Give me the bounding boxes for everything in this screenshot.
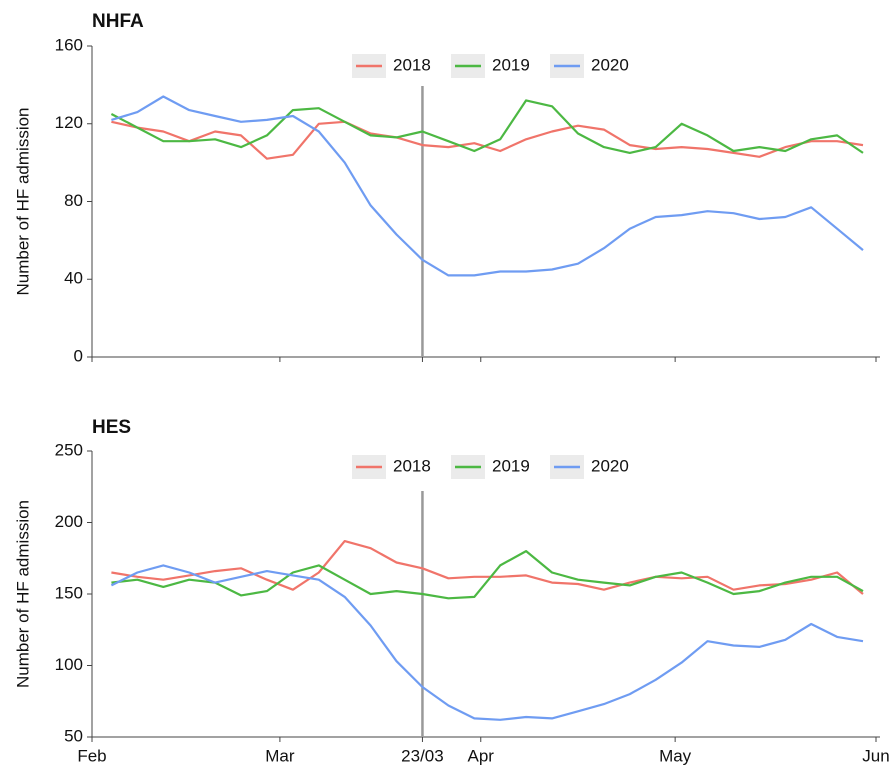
- y-tick-label: 150: [55, 583, 83, 602]
- x-tick-label: Mar: [265, 746, 295, 765]
- panel-title: NHFA: [92, 11, 144, 32]
- line: [110, 99, 864, 154]
- x-tick-label: May: [659, 746, 692, 765]
- x-tick-label: Feb: [77, 746, 106, 765]
- line: [111, 120, 864, 160]
- x-tick-label: Apr: [468, 746, 495, 765]
- y-tick-label: 40: [64, 269, 83, 288]
- y-tick-label: 250: [55, 440, 83, 459]
- y-tick-label: 160: [55, 35, 83, 54]
- line: [111, 540, 864, 595]
- y-tick-label: 200: [55, 512, 83, 531]
- legend-label: 2020: [591, 55, 629, 74]
- x-tick-label: Jun: [862, 746, 889, 765]
- y-axis-label: Number of HF admission: [13, 107, 32, 295]
- line: [111, 550, 864, 600]
- legend-label: 2020: [591, 456, 629, 475]
- y-tick-label: 50: [64, 726, 83, 745]
- legend-label: 2019: [492, 456, 530, 475]
- line: [111, 95, 864, 277]
- y-tick-label: 80: [64, 191, 83, 210]
- x-tick-label: 23/03: [401, 746, 444, 765]
- y-tick-label: 100: [55, 655, 83, 674]
- legend-label: 2018: [393, 55, 431, 74]
- y-tick-label: 120: [55, 113, 83, 132]
- panel-title: HES: [92, 417, 131, 438]
- legend-label: 2018: [393, 456, 431, 475]
- y-axis-label: Number of HF admission: [13, 500, 32, 688]
- y-tick-label: 0: [74, 346, 83, 365]
- line: [110, 564, 864, 721]
- legend-label: 2019: [492, 55, 530, 74]
